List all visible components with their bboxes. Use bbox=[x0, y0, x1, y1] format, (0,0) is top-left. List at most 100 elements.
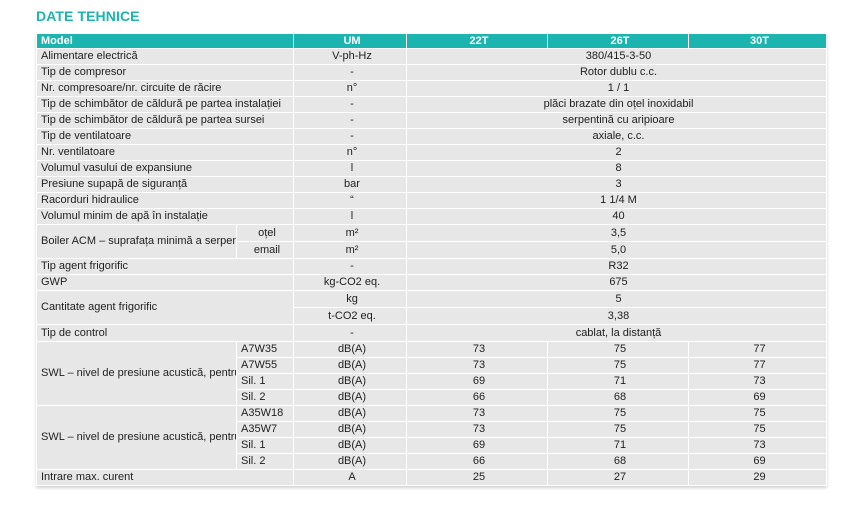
row-label: Intrare max. curent bbox=[36, 469, 294, 486]
row-unit: m² bbox=[293, 224, 407, 242]
value-30t: 77 bbox=[688, 357, 827, 374]
row-unit: - bbox=[293, 324, 407, 342]
row-label: Nr. ventilatoare bbox=[36, 144, 294, 161]
row-unit: dB(A) bbox=[293, 405, 407, 422]
table-row: Racorduri hidraulice “ 1 1/4 M bbox=[36, 192, 827, 209]
row-value: 1 1/4 M bbox=[406, 192, 827, 209]
value-26t: 75 bbox=[547, 357, 689, 374]
value-26t: 75 bbox=[547, 341, 689, 358]
row-label: Tip de compresor bbox=[36, 64, 294, 81]
row-unit: dB(A) bbox=[293, 373, 407, 390]
row-unit: m² bbox=[293, 241, 407, 259]
header-model: Model bbox=[36, 33, 294, 49]
row-unit: dB(A) bbox=[293, 421, 407, 438]
swl-heating-label: SWL – nivel de presiune acustică, pentru… bbox=[36, 405, 237, 470]
value-30t: 73 bbox=[688, 373, 827, 390]
swl-cooling-label: SWL – nivel de presiune acustică, pentru… bbox=[36, 341, 237, 406]
row-value: plăci brazate din oțel inoxidabil bbox=[406, 96, 827, 113]
table-row: Tip de schimbător de căldură pe partea s… bbox=[36, 112, 827, 129]
row-unit: bar bbox=[293, 176, 407, 193]
header-26t: 26T bbox=[547, 33, 689, 49]
value-22t: 73 bbox=[406, 405, 548, 422]
row-unit: n° bbox=[293, 80, 407, 97]
value-22t: 73 bbox=[406, 357, 548, 374]
value-30t: 29 bbox=[688, 469, 827, 486]
table-row: Tip de ventilatoare - axiale, c.c. bbox=[36, 128, 827, 145]
value-26t: 71 bbox=[547, 373, 689, 390]
value-22t: 73 bbox=[406, 421, 548, 438]
row-value: 40 bbox=[406, 208, 827, 225]
table-row: Tip de compresor - Rotor dublu c.c. bbox=[36, 64, 827, 81]
row-label: Tip de ventilatoare bbox=[36, 128, 294, 145]
row-unit: l bbox=[293, 208, 407, 225]
value-30t: 69 bbox=[688, 453, 827, 470]
row-unit: l bbox=[293, 160, 407, 177]
row-value: R32 bbox=[406, 258, 827, 275]
value-22t: 69 bbox=[406, 437, 548, 454]
table-row: Alimentare electrică V-ph-Hz 380/415-3-5… bbox=[36, 48, 827, 65]
row-value: cablat, la distanță bbox=[406, 324, 827, 342]
row-value: 5 bbox=[406, 290, 827, 308]
value-30t: 75 bbox=[688, 421, 827, 438]
header-30t: 30T bbox=[688, 33, 827, 49]
table-row: Intrare max. curent A 25 27 29 bbox=[36, 469, 827, 486]
technical-data-table: Model UM 22T 26T 30T Alimentare electric… bbox=[36, 33, 827, 486]
swl-sub-label: Sil. 2 bbox=[236, 389, 294, 406]
table-row: A35W7 dB(A) 73 75 75 bbox=[37, 421, 827, 438]
value-22t: 66 bbox=[406, 453, 548, 470]
row-unit: - bbox=[293, 128, 407, 145]
table-row: Sil. 1 dB(A) 69 71 73 bbox=[37, 437, 827, 454]
row-unit: “ bbox=[293, 192, 407, 209]
row-unit: V-ph-Hz bbox=[293, 48, 407, 65]
value-26t: 27 bbox=[547, 469, 689, 486]
row-value: 3,38 bbox=[406, 307, 827, 325]
row-unit: dB(A) bbox=[293, 389, 407, 406]
row-label: Presiune supapă de siguranță bbox=[36, 176, 294, 193]
row-label: Nr. compresoare/nr. circuite de răcire bbox=[36, 80, 294, 97]
row-unit: - bbox=[293, 64, 407, 81]
row-unit: dB(A) bbox=[293, 453, 407, 470]
table-row: Sil. 2 dB(A) 66 68 69 bbox=[37, 389, 827, 406]
row-label: GWP bbox=[36, 274, 294, 291]
value-22t: 69 bbox=[406, 373, 548, 390]
row-value: axiale, c.c. bbox=[406, 128, 827, 145]
row-label: Alimentare electrică bbox=[36, 48, 294, 65]
row-unit: dB(A) bbox=[293, 357, 407, 374]
row-unit: - bbox=[293, 96, 407, 113]
table-row: Boiler ACM – suprafața minimă a serpenti… bbox=[36, 224, 827, 259]
swl-sub-label: A35W18 bbox=[236, 405, 294, 422]
row-label: Tip de schimbător de căldură pe partea i… bbox=[36, 96, 294, 113]
table-row: Tip de control - cablat, la distanță bbox=[36, 324, 827, 342]
row-label: Volumul vasului de expansiune bbox=[36, 160, 294, 177]
row-unit: - bbox=[293, 112, 407, 129]
row-unit: dB(A) bbox=[293, 437, 407, 454]
row-value: 5,0 bbox=[406, 241, 827, 259]
table-header-row: Model UM 22T 26T 30T bbox=[36, 33, 827, 49]
row-value: 675 bbox=[406, 274, 827, 291]
row-unit: t-CO2 eq. bbox=[293, 307, 407, 325]
row-unit: - bbox=[293, 258, 407, 275]
value-22t: 73 bbox=[406, 341, 548, 358]
row-label: Tip agent frigorific bbox=[36, 258, 294, 275]
row-value: 380/415-3-50 bbox=[406, 48, 827, 65]
value-22t: 25 bbox=[406, 469, 548, 486]
swl-sub-label: Sil. 2 bbox=[236, 453, 294, 470]
value-30t: 69 bbox=[688, 389, 827, 406]
table-row: GWP kg-CO2 eq. 675 bbox=[36, 274, 827, 291]
table-row: email m² 5,0 bbox=[37, 241, 827, 259]
table-row: SWL – nivel de presiune acustică, pentru… bbox=[36, 341, 827, 406]
row-label: Volumul minim de apă în instalație bbox=[36, 208, 294, 225]
header-um: UM bbox=[293, 33, 407, 49]
boiler-label: Boiler ACM – suprafața minimă a serpenti… bbox=[36, 224, 237, 259]
value-26t: 75 bbox=[547, 421, 689, 438]
boiler-sub-email: email bbox=[236, 241, 294, 259]
swl-sub-label: A7W55 bbox=[236, 357, 294, 374]
cantitate-label: Cantitate agent frigorific bbox=[36, 290, 294, 325]
header-22t: 22T bbox=[406, 33, 548, 49]
row-unit: kg-CO2 eq. bbox=[293, 274, 407, 291]
value-26t: 75 bbox=[547, 405, 689, 422]
value-26t: 68 bbox=[547, 453, 689, 470]
table-row: t-CO2 eq. 3,38 bbox=[37, 307, 827, 325]
table-row: Cantitate agent frigorific kg 5 bbox=[36, 290, 827, 325]
swl-sub-label: Sil. 1 bbox=[236, 437, 294, 454]
